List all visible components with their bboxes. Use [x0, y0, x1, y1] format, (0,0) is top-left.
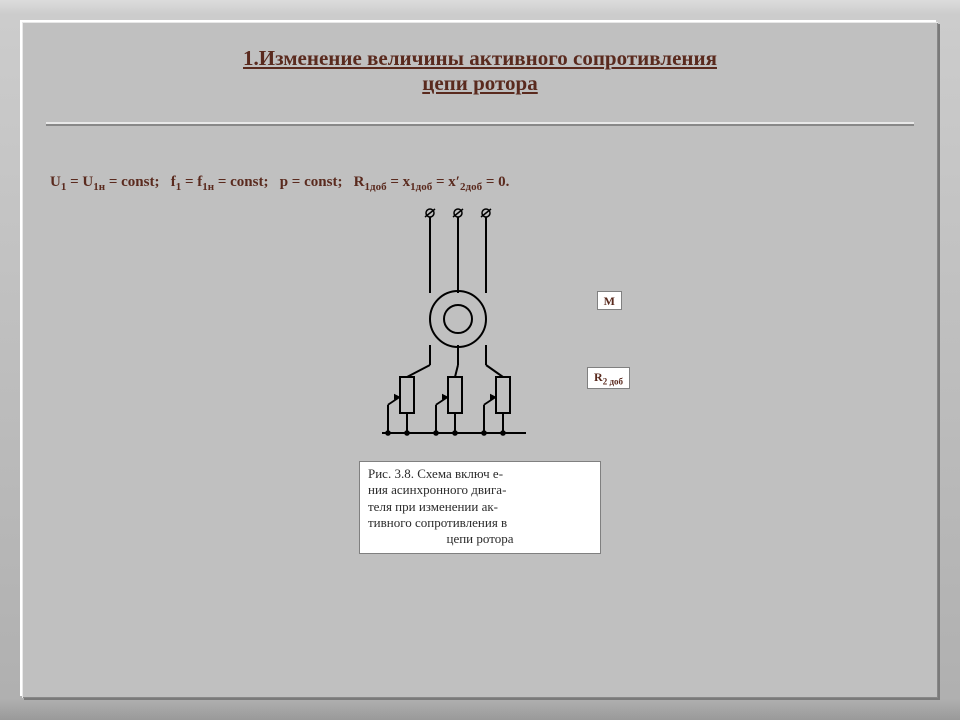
- caption-line: тивного сопротивления в: [368, 515, 592, 531]
- title-rule: [46, 122, 914, 126]
- resistor-label: R2 доб: [587, 367, 630, 389]
- motor-label: M: [597, 291, 622, 310]
- figure-caption: Рис. 3.8. Схема включ е-ния асинхронного…: [359, 461, 601, 554]
- page-title: 1.Изменение величины активного сопротивл…: [54, 46, 906, 96]
- circuit-svg: [330, 205, 630, 453]
- slide-frame: 1.Изменение величины активного сопротивл…: [0, 0, 960, 720]
- caption-line: ния асинхронного двига-: [368, 482, 592, 498]
- circuit-diagram: M R2 доб: [330, 205, 630, 453]
- caption-line: цепи ротора: [368, 531, 592, 547]
- title-line-1: 1.Изменение величины активного сопротивл…: [243, 46, 717, 70]
- caption-line: теля при изменении ак-: [368, 499, 592, 515]
- caption-line: Рис. 3.8. Схема включ е-: [368, 466, 592, 482]
- slide-page: 1.Изменение величины активного сопротивл…: [22, 22, 938, 698]
- title-line-2: цепи ротора: [422, 71, 538, 95]
- equation: U1 = U1н = const; f1 = f1н = const; p = …: [50, 174, 910, 193]
